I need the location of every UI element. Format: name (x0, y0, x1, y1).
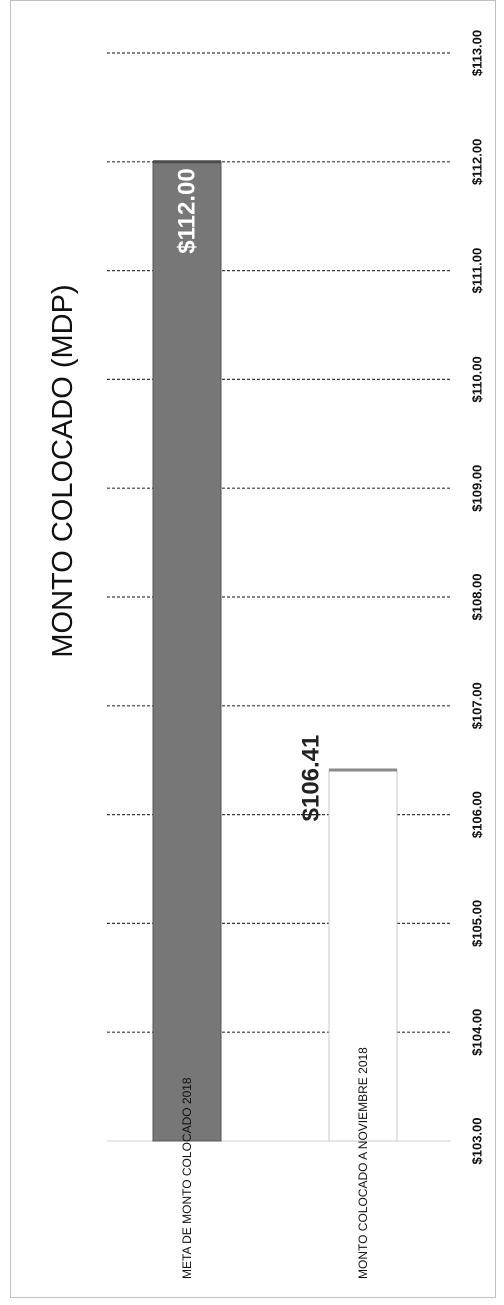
tick-label: $103.00 (470, 1118, 485, 1165)
tick-label: $111.00 (470, 248, 485, 294)
bar (152, 161, 222, 1142)
chart-frame: $103.00 $104.00 $105.00 $106.00 $107.00 $108.… (10, 0, 496, 1298)
tick-label: $108.00 (470, 574, 485, 621)
tick-label: $113.00 (470, 30, 485, 76)
tick-label: $105.00 (470, 900, 485, 947)
bar-chart: $103.00 $104.00 $105.00 $106.00 $107.00 $108.… (47, 30, 485, 1279)
data-label: $112.00 (174, 168, 201, 253)
tick-label: $110.00 (470, 356, 485, 402)
category-label: MONTO COLOCADO A NOVIEMBRE 2018 (356, 1047, 370, 1279)
tick-label: $106.00 (470, 791, 485, 838)
plot-area: $103.00 $104.00 $105.00 $106.00 $107.00 $108.… (107, 30, 485, 1279)
data-label: $106.41 (298, 735, 325, 822)
chart-title: MONTO COLOCADO (MDP) (47, 284, 79, 657)
tick-label: $104.00 (470, 1009, 485, 1056)
bar (328, 769, 398, 1142)
tick-label: $109.00 (470, 465, 485, 512)
category-label: META DE MONTO COLOCADO 2018 (180, 1077, 194, 1279)
tick-label: $112.00 (470, 139, 485, 185)
tick-label: $107.00 (470, 682, 485, 729)
